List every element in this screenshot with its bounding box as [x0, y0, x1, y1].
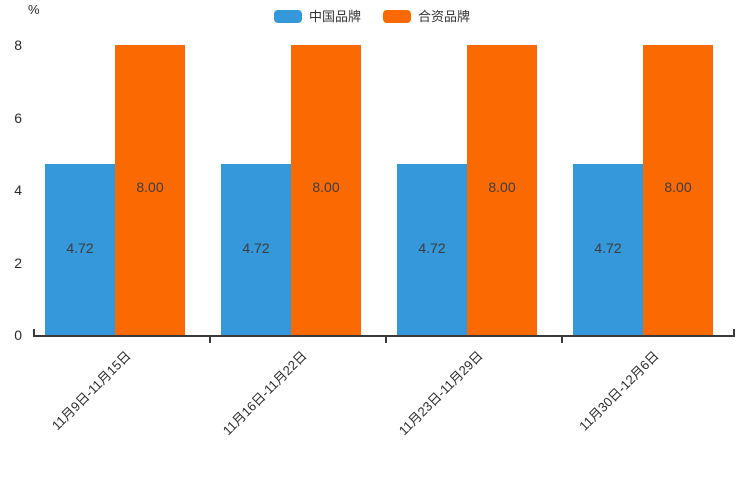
bar-joint-venture-brand[interactable]: 8.00 [643, 45, 713, 335]
bar-joint-venture-brand[interactable]: 8.00 [115, 45, 185, 335]
x-axis-tick [385, 336, 387, 343]
legend-label: 合资品牌 [418, 8, 471, 24]
bar-value-label: 8.00 [312, 179, 340, 195]
bar-value-label: 4.72 [242, 240, 270, 256]
y-axis-tick-label: 2 [14, 254, 22, 271]
plot-area: 8 6 4 2 0 4.72 8.00 4.72 8.00 4.72 8.00 … [14, 37, 735, 343]
x-axis-category-text: 11月16日-11月22日 [219, 348, 310, 439]
x-axis-category-label: 11月9日-11月15日 [47, 346, 135, 434]
legend-swatch-icon [383, 9, 411, 23]
x-axis-line [33, 335, 735, 337]
x-axis-category-text: 11月30日-12月6日 [576, 348, 662, 434]
bar-china-brand[interactable]: 4.72 [397, 163, 467, 335]
bar-value-label: 4.72 [418, 240, 446, 256]
x-axis-category-text: 11月23日-11月29日 [395, 348, 486, 439]
y-axis-tick-label: 4 [14, 182, 22, 198]
bar-value-label: 8.00 [664, 179, 692, 195]
bar-joint-venture-brand[interactable]: 8.00 [291, 45, 361, 335]
x-axis-end-cap [733, 329, 735, 336]
bar-value-label: 8.00 [488, 179, 516, 195]
x-axis-category-label: 11月23日-11月29日 [394, 346, 487, 439]
chart-legend: 中国品牌 合资品牌 [0, 4, 744, 28]
bar-china-brand[interactable]: 4.72 [45, 163, 115, 335]
legend-label: 中国品牌 [308, 8, 361, 24]
legend-item-china-brand[interactable]: 中国品牌 [273, 8, 361, 24]
bar-china-brand[interactable]: 4.72 [573, 163, 643, 335]
bar-value-label: 8.00 [136, 179, 164, 195]
x-axis-tick [209, 336, 211, 343]
y-axis-unit-label: % [28, 2, 40, 17]
x-axis-start-cap [33, 329, 35, 336]
y-axis-tick-label: 8 [14, 37, 22, 53]
y-axis-tick-label: 6 [14, 109, 22, 126]
bar-value-label: 4.72 [66, 240, 94, 256]
bar-value-label: 4.72 [594, 240, 622, 256]
x-axis-category-text: 11月9日-11月15日 [48, 348, 134, 433]
x-axis-category-label: 11月16日-11月22日 [218, 346, 311, 439]
legend-swatch-icon [273, 9, 302, 23]
bar-china-brand[interactable]: 4.72 [221, 163, 291, 335]
y-axis-tick-label: 0 [14, 327, 22, 343]
bar-joint-venture-brand[interactable]: 8.00 [467, 45, 537, 335]
x-axis-tick [561, 336, 563, 343]
legend-item-joint-venture-brand[interactable]: 合资品牌 [383, 8, 471, 24]
x-axis-category-label: 11月30日-12月6日 [574, 346, 662, 434]
